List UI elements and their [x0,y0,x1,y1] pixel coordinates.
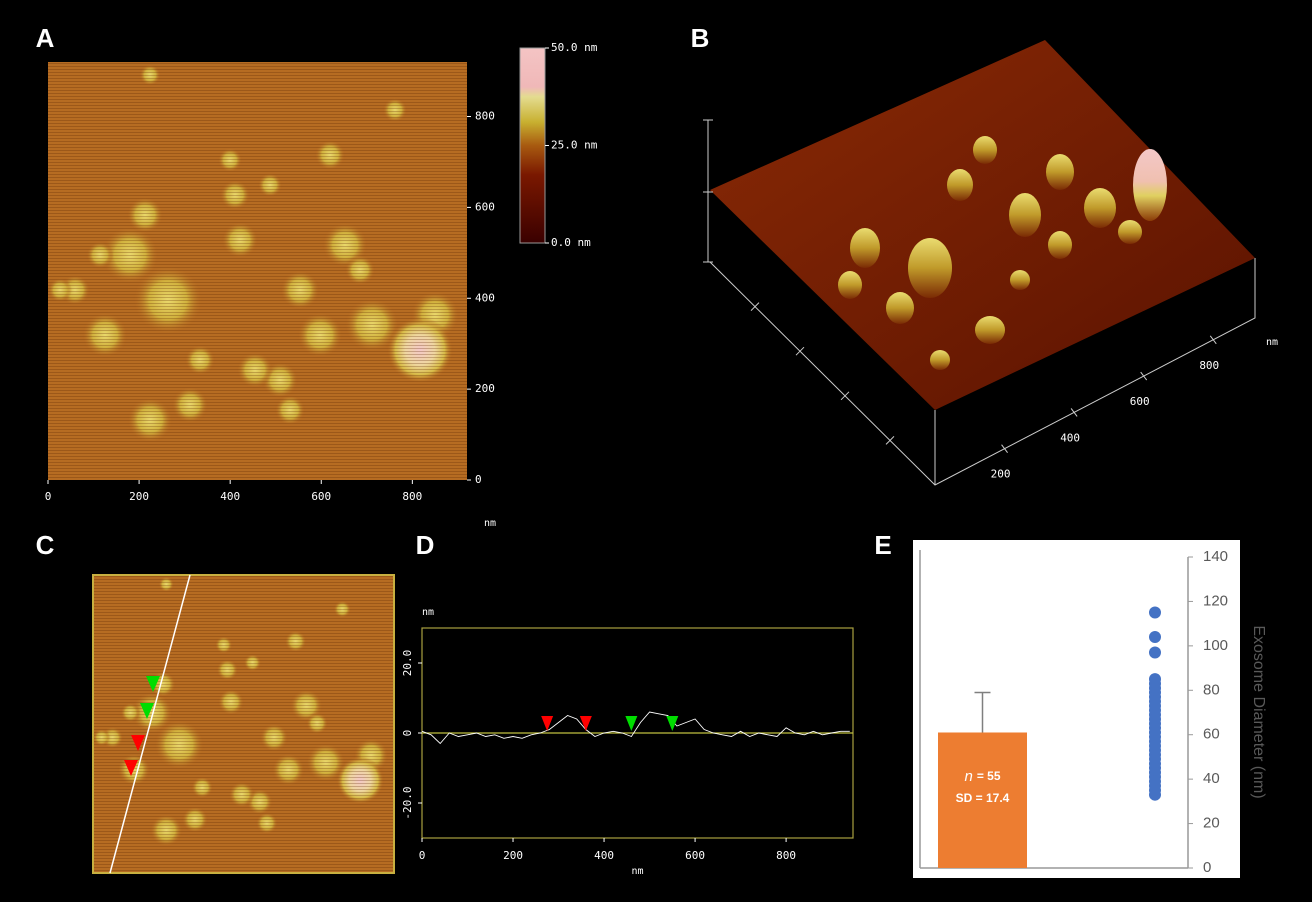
x-tick-label: 400 [594,849,614,862]
surface-peak [908,238,952,298]
annotation-n: n [964,768,972,785]
profile-marker [541,716,553,731]
x-tick [1002,445,1008,453]
surface-peak [1010,270,1030,290]
data-point [1149,631,1161,643]
x-tick-label: 200 [503,849,523,862]
y-tick-label: 200 [475,382,495,395]
profile-marker [666,716,678,731]
y-tick-label: 400 [475,291,495,304]
surface-peak [886,292,914,324]
colorbar [520,48,545,243]
y-tick-label: 40 [1203,770,1220,787]
y-tick-label: 20.0 [401,650,414,677]
unit-label: nm [1266,337,1278,348]
colorbar-label: 0.0 nm [551,236,591,249]
profile-marker [580,716,592,731]
scan-lines [93,575,394,873]
x-tick-label: 600 [1130,395,1150,408]
scan-lines [48,62,467,480]
colorbar-label: 25.0 nm [551,139,598,152]
data-point [1149,607,1161,619]
x-tick [1071,408,1077,416]
x-tick [1141,372,1147,380]
y-tick-label: 120 [1203,592,1228,609]
x-tick-label: 0 [45,490,52,503]
x-tick-label: 800 [776,849,796,862]
panel-letter: B [691,23,710,53]
surface-peak [1084,188,1116,228]
surface-peak [930,350,950,370]
x-tick [1210,336,1216,344]
data-point [1149,647,1161,659]
annotation: n = 55 [964,768,1000,785]
y-tick-label: 20 [1203,815,1220,832]
y-axis-title: Exosome Diameter (nm) [1250,625,1267,798]
x-tick-label: 600 [685,849,705,862]
surface-peak [1009,193,1041,237]
y-tick-label: -20.0 [401,786,414,819]
surface-peak [1048,231,1072,259]
surface-peak [850,228,880,268]
y-tick-label: 100 [1203,637,1228,654]
unit-label: nm [484,518,496,529]
colorbar-label: 50.0 nm [551,41,598,54]
panel-letter: D [416,530,435,560]
x-tick-label: 800 [402,490,422,503]
y-tick-label: 0 [475,473,482,486]
surface-peak [1133,149,1167,221]
panel-letter: C [36,530,55,560]
x-tick-label: 400 [220,490,240,503]
profile-marker [625,716,637,731]
y-tick-label: 140 [1203,548,1228,565]
x-unit: nm [631,866,643,877]
y-tick-label: 80 [1203,681,1220,698]
surface-peak [975,316,1005,344]
surface-peak [838,271,862,299]
x-tick-label: 600 [311,490,331,503]
y-tick-label: 60 [1203,726,1220,743]
figure: 02004006008000200400600800nm50.0 nm25.0 … [0,0,1312,902]
y-tick-label: 0 [401,730,414,737]
surface [710,40,1255,410]
page: {"chart_data": [ {"type": "image", "labe… [0,0,1312,902]
annotation-sd: SD = 17.4 [956,791,1010,805]
x-tick-label: 200 [129,490,149,503]
x-tick-label: 400 [1060,431,1080,444]
panel-letter: E [874,530,891,560]
x-tick-label: 200 [991,468,1011,481]
y-tick-label: 800 [475,110,495,123]
surface-peak [973,136,997,164]
y-unit: nm [422,607,434,618]
panel-letter: A [36,23,55,53]
y-tick-label: 0 [1203,859,1211,876]
surface-peak [1046,154,1074,190]
annotation-n-value: = 55 [977,769,1001,783]
y-tick-label: 600 [475,200,495,213]
surface-peak [1118,220,1142,244]
surface-peak [947,169,973,201]
data-point [1149,789,1161,801]
x-tick-label: 800 [1199,359,1219,372]
x-tick-label: 0 [419,849,426,862]
